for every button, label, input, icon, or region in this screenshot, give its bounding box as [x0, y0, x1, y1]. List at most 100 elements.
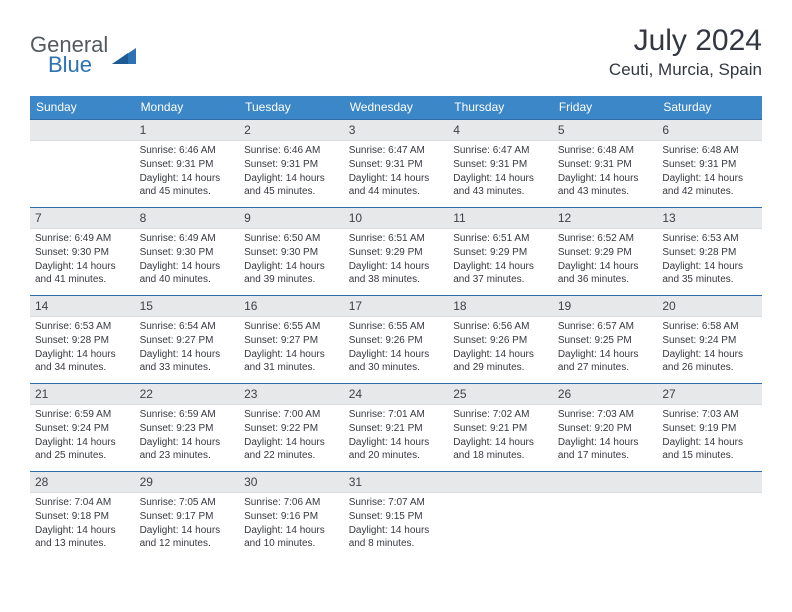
calendar-cell: 26Sunrise: 7:03 AMSunset: 9:20 PMDayligh…	[553, 383, 658, 471]
day-content: Sunrise: 7:00 AMSunset: 9:22 PMDaylight:…	[239, 405, 344, 467]
weekday-header: Sunday	[30, 96, 135, 119]
day-number: 28	[30, 471, 135, 493]
calendar-cell: 21Sunrise: 6:59 AMSunset: 9:24 PMDayligh…	[30, 383, 135, 471]
calendar-cell	[553, 471, 658, 559]
day-content: Sunrise: 6:52 AMSunset: 9:29 PMDaylight:…	[553, 229, 658, 291]
calendar-cell: 16Sunrise: 6:55 AMSunset: 9:27 PMDayligh…	[239, 295, 344, 383]
day-number: 17	[344, 295, 449, 317]
day-content: Sunrise: 6:46 AMSunset: 9:31 PMDaylight:…	[239, 141, 344, 203]
calendar-cell: 8Sunrise: 6:49 AMSunset: 9:30 PMDaylight…	[135, 207, 240, 295]
day-number: 21	[30, 383, 135, 405]
day-content: Sunrise: 6:55 AMSunset: 9:26 PMDaylight:…	[344, 317, 449, 379]
day-content: Sunrise: 7:04 AMSunset: 9:18 PMDaylight:…	[30, 493, 135, 555]
day-content: Sunrise: 7:03 AMSunset: 9:19 PMDaylight:…	[657, 405, 762, 467]
day-number: 13	[657, 207, 762, 229]
calendar-cell: 25Sunrise: 7:02 AMSunset: 9:21 PMDayligh…	[448, 383, 553, 471]
calendar-cell: 13Sunrise: 6:53 AMSunset: 9:28 PMDayligh…	[657, 207, 762, 295]
calendar-cell	[657, 471, 762, 559]
day-content: Sunrise: 6:47 AMSunset: 9:31 PMDaylight:…	[448, 141, 553, 203]
calendar-cell: 29Sunrise: 7:05 AMSunset: 9:17 PMDayligh…	[135, 471, 240, 559]
weekday-header: Tuesday	[239, 96, 344, 119]
calendar-cell: 31Sunrise: 7:07 AMSunset: 9:15 PMDayligh…	[344, 471, 449, 559]
calendar-cell: 23Sunrise: 7:00 AMSunset: 9:22 PMDayligh…	[239, 383, 344, 471]
calendar-row: 7Sunrise: 6:49 AMSunset: 9:30 PMDaylight…	[30, 207, 762, 295]
day-content: Sunrise: 6:48 AMSunset: 9:31 PMDaylight:…	[657, 141, 762, 203]
weekday-header: Thursday	[448, 96, 553, 119]
day-number: 14	[30, 295, 135, 317]
calendar-cell: 22Sunrise: 6:59 AMSunset: 9:23 PMDayligh…	[135, 383, 240, 471]
day-content: Sunrise: 6:51 AMSunset: 9:29 PMDaylight:…	[344, 229, 449, 291]
day-number: 26	[553, 383, 658, 405]
day-content: Sunrise: 6:56 AMSunset: 9:26 PMDaylight:…	[448, 317, 553, 379]
day-number: 24	[344, 383, 449, 405]
logo: General Blue	[30, 32, 138, 78]
weekday-header: Monday	[135, 96, 240, 119]
weekday-header: Friday	[553, 96, 658, 119]
day-content: Sunrise: 6:59 AMSunset: 9:24 PMDaylight:…	[30, 405, 135, 467]
calendar-row: 1Sunrise: 6:46 AMSunset: 9:31 PMDaylight…	[30, 119, 762, 207]
calendar-cell: 10Sunrise: 6:51 AMSunset: 9:29 PMDayligh…	[344, 207, 449, 295]
calendar-cell: 28Sunrise: 7:04 AMSunset: 9:18 PMDayligh…	[30, 471, 135, 559]
day-content: Sunrise: 6:58 AMSunset: 9:24 PMDaylight:…	[657, 317, 762, 379]
day-number: 6	[657, 119, 762, 141]
title-block: July 2024 Ceuti, Murcia, Spain	[609, 24, 762, 80]
day-number: 3	[344, 119, 449, 141]
calendar-cell: 5Sunrise: 6:48 AMSunset: 9:31 PMDaylight…	[553, 119, 658, 207]
calendar-cell	[30, 119, 135, 207]
day-content: Sunrise: 7:07 AMSunset: 9:15 PMDaylight:…	[344, 493, 449, 555]
day-content: Sunrise: 7:01 AMSunset: 9:21 PMDaylight:…	[344, 405, 449, 467]
location: Ceuti, Murcia, Spain	[609, 60, 762, 80]
weekday-header: Wednesday	[344, 96, 449, 119]
day-number: 25	[448, 383, 553, 405]
day-number: 10	[344, 207, 449, 229]
calendar-cell: 24Sunrise: 7:01 AMSunset: 9:21 PMDayligh…	[344, 383, 449, 471]
day-number	[30, 119, 135, 141]
calendar-cell: 11Sunrise: 6:51 AMSunset: 9:29 PMDayligh…	[448, 207, 553, 295]
day-number	[657, 471, 762, 493]
calendar-row: 28Sunrise: 7:04 AMSunset: 9:18 PMDayligh…	[30, 471, 762, 559]
calendar-cell: 14Sunrise: 6:53 AMSunset: 9:28 PMDayligh…	[30, 295, 135, 383]
day-number: 22	[135, 383, 240, 405]
day-number: 7	[30, 207, 135, 229]
weekday-header: Saturday	[657, 96, 762, 119]
day-number: 11	[448, 207, 553, 229]
day-number: 15	[135, 295, 240, 317]
calendar-cell: 6Sunrise: 6:48 AMSunset: 9:31 PMDaylight…	[657, 119, 762, 207]
calendar-cell: 2Sunrise: 6:46 AMSunset: 9:31 PMDaylight…	[239, 119, 344, 207]
day-content: Sunrise: 7:06 AMSunset: 9:16 PMDaylight:…	[239, 493, 344, 555]
calendar-cell: 9Sunrise: 6:50 AMSunset: 9:30 PMDaylight…	[239, 207, 344, 295]
calendar-cell: 20Sunrise: 6:58 AMSunset: 9:24 PMDayligh…	[657, 295, 762, 383]
calendar-row: 14Sunrise: 6:53 AMSunset: 9:28 PMDayligh…	[30, 295, 762, 383]
calendar-cell: 17Sunrise: 6:55 AMSunset: 9:26 PMDayligh…	[344, 295, 449, 383]
day-content: Sunrise: 6:57 AMSunset: 9:25 PMDaylight:…	[553, 317, 658, 379]
day-number: 30	[239, 471, 344, 493]
day-content: Sunrise: 6:51 AMSunset: 9:29 PMDaylight:…	[448, 229, 553, 291]
logo-triangle-icon	[112, 46, 138, 66]
day-number	[553, 471, 658, 493]
day-number: 4	[448, 119, 553, 141]
calendar-cell: 18Sunrise: 6:56 AMSunset: 9:26 PMDayligh…	[448, 295, 553, 383]
calendar-row: 21Sunrise: 6:59 AMSunset: 9:24 PMDayligh…	[30, 383, 762, 471]
day-number: 12	[553, 207, 658, 229]
day-content: Sunrise: 6:53 AMSunset: 9:28 PMDaylight:…	[657, 229, 762, 291]
weekday-header-row: SundayMondayTuesdayWednesdayThursdayFrid…	[30, 96, 762, 119]
day-content: Sunrise: 6:54 AMSunset: 9:27 PMDaylight:…	[135, 317, 240, 379]
calendar-cell: 4Sunrise: 6:47 AMSunset: 9:31 PMDaylight…	[448, 119, 553, 207]
calendar-cell: 27Sunrise: 7:03 AMSunset: 9:19 PMDayligh…	[657, 383, 762, 471]
day-content: Sunrise: 6:47 AMSunset: 9:31 PMDaylight:…	[344, 141, 449, 203]
day-number: 31	[344, 471, 449, 493]
day-content: Sunrise: 6:50 AMSunset: 9:30 PMDaylight:…	[239, 229, 344, 291]
day-number: 27	[657, 383, 762, 405]
calendar-cell: 3Sunrise: 6:47 AMSunset: 9:31 PMDaylight…	[344, 119, 449, 207]
day-number: 1	[135, 119, 240, 141]
day-content: Sunrise: 6:49 AMSunset: 9:30 PMDaylight:…	[30, 229, 135, 291]
day-number: 5	[553, 119, 658, 141]
calendar-cell	[448, 471, 553, 559]
day-number: 16	[239, 295, 344, 317]
calendar-cell: 7Sunrise: 6:49 AMSunset: 9:30 PMDaylight…	[30, 207, 135, 295]
calendar-table: SundayMondayTuesdayWednesdayThursdayFrid…	[30, 96, 762, 559]
day-content: Sunrise: 7:05 AMSunset: 9:17 PMDaylight:…	[135, 493, 240, 555]
day-number: 20	[657, 295, 762, 317]
month-title: July 2024	[609, 24, 762, 58]
day-content: Sunrise: 6:46 AMSunset: 9:31 PMDaylight:…	[135, 141, 240, 203]
